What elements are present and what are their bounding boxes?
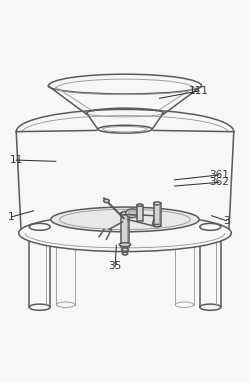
- Bar: [137, 205, 142, 221]
- Ellipse shape: [122, 248, 128, 251]
- Ellipse shape: [126, 209, 139, 218]
- Ellipse shape: [154, 224, 160, 227]
- Ellipse shape: [154, 202, 160, 205]
- Ellipse shape: [200, 304, 221, 310]
- Ellipse shape: [51, 207, 199, 232]
- Ellipse shape: [137, 204, 142, 206]
- Text: 1: 1: [8, 212, 14, 222]
- Bar: [154, 203, 160, 226]
- Ellipse shape: [56, 302, 75, 308]
- Ellipse shape: [98, 125, 152, 133]
- Ellipse shape: [29, 223, 50, 230]
- Text: 3: 3: [223, 216, 230, 226]
- Ellipse shape: [200, 223, 221, 230]
- Ellipse shape: [19, 214, 231, 252]
- Ellipse shape: [121, 212, 129, 215]
- Ellipse shape: [122, 252, 128, 255]
- Text: 111: 111: [189, 86, 209, 96]
- Ellipse shape: [119, 243, 131, 247]
- Ellipse shape: [128, 211, 136, 216]
- Bar: [121, 213, 129, 247]
- Ellipse shape: [175, 302, 194, 308]
- Text: 362: 362: [209, 177, 229, 187]
- Ellipse shape: [29, 304, 50, 310]
- Text: 361: 361: [209, 170, 229, 180]
- Text: 35: 35: [108, 261, 122, 271]
- Text: 11: 11: [10, 155, 23, 165]
- Ellipse shape: [104, 199, 109, 202]
